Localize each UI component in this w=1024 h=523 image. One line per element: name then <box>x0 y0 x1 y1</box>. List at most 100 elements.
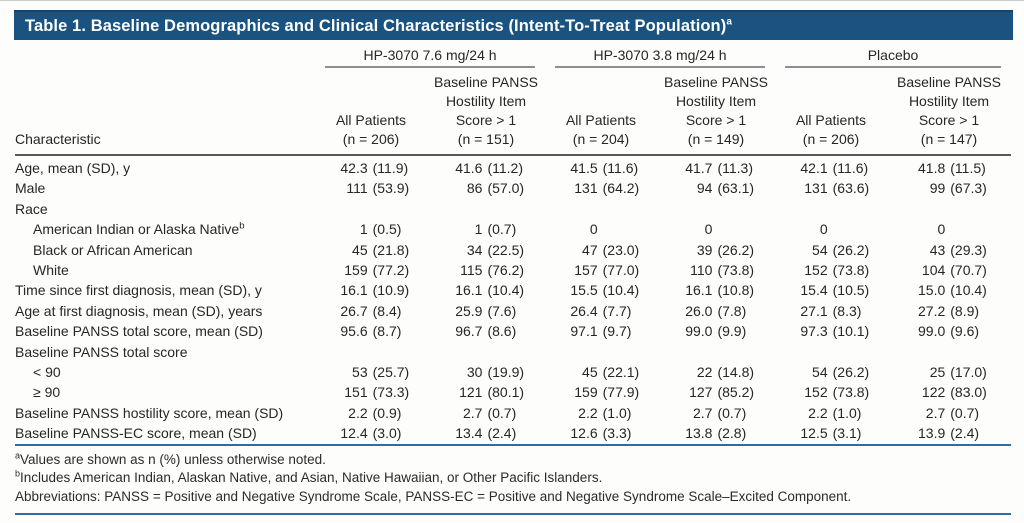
value-count: 15.5 <box>570 282 598 299</box>
row-label: < 90 <box>33 364 61 381</box>
table-row: Baseline PANSS hostility score, mean (SD… <box>15 403 1011 423</box>
column-header-line: Baseline PANSS <box>663 74 768 90</box>
value-count: 22 <box>696 364 713 381</box>
value: 41.7 (11.3) <box>657 158 775 178</box>
value-cell: 13.4 (2.4) <box>427 423 545 446</box>
value-count: 12.5 <box>800 425 828 442</box>
value-count: 45 <box>352 241 368 258</box>
value: 41.5 (11.6) <box>545 158 657 178</box>
value-percent: (9.7) <box>602 323 632 340</box>
value-percent: (9.9) <box>717 323 747 340</box>
value-cell: 159 (77.2) <box>315 260 427 280</box>
value-cell <box>427 199 545 219</box>
table-row: Baseline PANSS-EC score, mean (SD) 12.4 (3… <box>15 423 1011 446</box>
value-percent: (77.0) <box>602 262 640 279</box>
value: 12.5 (3.1) <box>775 423 887 443</box>
value: 26.0 (7.8) <box>657 301 775 321</box>
value: 15.4 (10.5) <box>775 280 887 300</box>
group-header-label: HP-3070 3.8 mg/24 h <box>555 46 765 68</box>
value-count: 27.1 <box>800 302 828 319</box>
table-row: Race <box>15 199 1011 219</box>
value: 47 (23.0) <box>545 240 657 260</box>
value-cell <box>545 342 657 362</box>
top-divider <box>0 0 1024 1</box>
value: 97.3 (10.1) <box>775 321 887 341</box>
value-cell: 42.3 (11.9) <box>315 155 427 178</box>
value-count: 2.2 <box>578 404 598 421</box>
value-cell: 26.4 (7.7) <box>545 301 657 321</box>
value-percent: (64.2) <box>602 180 640 197</box>
row-label: Age at first diagnosis, mean (SD), years <box>15 302 263 319</box>
value: 12.4 (3.0) <box>315 423 427 443</box>
value-count: 26.7 <box>340 302 368 319</box>
value-count: 2.2 <box>348 404 368 421</box>
value-percent: (7.8) <box>717 302 747 319</box>
value: 16.1 (10.4) <box>427 280 545 300</box>
value-count: 99 <box>929 180 946 197</box>
treatment-group-row: HP-3070 7.6 mg/24 h HP-3070 3.8 mg/24 h Pl… <box>15 44 1011 68</box>
value-cell: 12.6 (3.3) <box>545 423 657 446</box>
value-count: 26.4 <box>570 302 598 319</box>
value-percent: (23.0) <box>602 241 640 258</box>
value-percent: (19.9) <box>487 364 525 381</box>
value-cell: 99 (67.3) <box>887 178 1011 198</box>
value-count: 115 <box>460 262 483 279</box>
table-row: Black or African American 45 (21.8) 34 (22.5… <box>15 240 1011 260</box>
value-cell: 131 (63.6) <box>775 178 887 198</box>
table-title-superscript: a <box>726 16 733 27</box>
value: 43 (29.3) <box>887 240 1011 260</box>
value-count: 0 <box>819 221 828 238</box>
value: 86 (57.0) <box>427 178 545 198</box>
value-cell: 157 (77.0) <box>545 260 657 280</box>
value: 25 (17.0) <box>887 362 1011 382</box>
value-cell: 42.1 (11.6) <box>775 155 887 178</box>
value-percent: (77.9) <box>602 384 640 401</box>
table-title: Table 1. Baseline Demographics and Clini… <box>14 17 732 36</box>
value: 27.2 (8.9) <box>887 301 1011 321</box>
value-cell: 0 <box>545 219 657 239</box>
table-row: Baseline PANSS total score <box>15 342 1011 362</box>
value-cell: 1 (0.7) <box>427 219 545 239</box>
value: 30 (19.9) <box>427 362 545 382</box>
value-cell: 16.1 (10.4) <box>427 280 545 300</box>
row-label: Race <box>15 200 48 217</box>
value-cell: 54 (26.2) <box>775 362 887 382</box>
column-header-line: All Patients <box>795 112 867 128</box>
value-percent: (1.0) <box>602 404 632 421</box>
column-header: Baseline PANSS Hostility Item Score > 1 (n … <box>887 68 1011 156</box>
value-percent: (53.9) <box>372 180 410 197</box>
value-count: 34 <box>466 241 483 258</box>
value: 159 (77.9) <box>545 382 657 402</box>
value-cell: 99.0 (9.9) <box>657 321 775 341</box>
value: 94 (63.1) <box>657 178 775 198</box>
value-count: 16.1 <box>340 282 368 299</box>
value-count: 25.9 <box>455 302 483 319</box>
table-title-text: Table 1. Baseline Demographics and Clini… <box>25 16 727 35</box>
value-cell: 99.0 (9.6) <box>887 321 1011 341</box>
value-count: 151 <box>344 384 368 401</box>
footnote: aValues are shown as n (%) unless otherw… <box>15 450 326 467</box>
value-count: 152 <box>804 384 828 401</box>
table-row: Age at first diagnosis, mean (SD), years… <box>15 301 1011 321</box>
table-title-bar: Table 1. Baseline Demographics and Clini… <box>14 10 1013 40</box>
value-percent: (11.6) <box>602 160 639 176</box>
value-cell: 12.5 (3.1) <box>775 423 887 446</box>
value-percent: (73.8) <box>832 384 870 401</box>
value-cell <box>545 199 657 219</box>
value-count: 2.2 <box>808 404 828 421</box>
value-cell <box>315 199 427 219</box>
value-cell: 41.7 (11.3) <box>657 155 775 178</box>
value-percent: (3.0) <box>372 425 402 442</box>
column-header-line: Baseline PANSS <box>896 74 1001 90</box>
value-cell: 16.1 (10.9) <box>315 280 427 300</box>
column-header-line: Baseline PANSS <box>433 74 538 90</box>
value-percent: (2.4) <box>950 425 980 442</box>
value-cell: 151 (73.3) <box>315 382 427 402</box>
row-label-superscript: b <box>239 220 245 232</box>
value-percent: (10.1) <box>832 323 870 340</box>
value: 99 (67.3) <box>887 178 1011 198</box>
value-count: 2.7 <box>462 404 483 421</box>
value-percent: (73.8) <box>832 262 870 279</box>
value-count: 41.8 <box>918 160 946 176</box>
value-percent: (63.1) <box>717 180 755 197</box>
